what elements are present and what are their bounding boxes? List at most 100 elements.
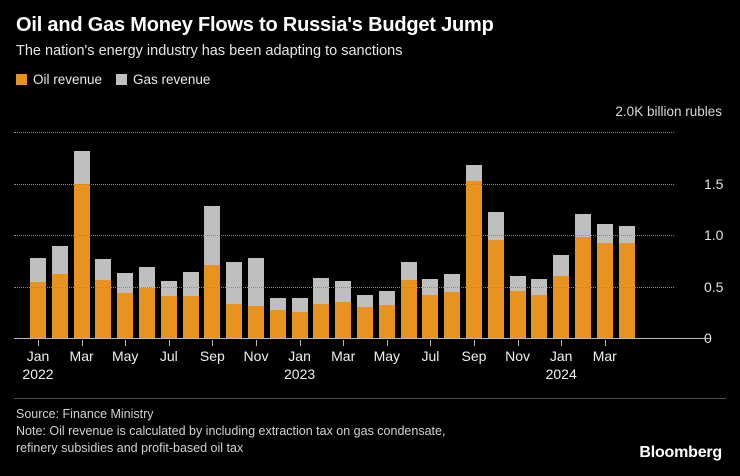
bar-segment-oil: [335, 301, 352, 338]
footer-divider: [14, 398, 726, 399]
bar-column[interactable]: [291, 297, 308, 338]
bar-segment-oil: [117, 292, 134, 338]
bar-segment-gas: [618, 225, 635, 244]
chart-legend: Oil revenue Gas revenue: [0, 60, 740, 87]
bar-column[interactable]: [226, 261, 243, 338]
y-axis-tick-label: 0: [704, 330, 712, 346]
bar-column[interactable]: [422, 279, 439, 338]
bar-column[interactable]: [553, 254, 570, 338]
bar-column[interactable]: [30, 257, 46, 338]
bar-segment-oil: [160, 295, 177, 338]
x-axis-tick: [256, 340, 257, 346]
x-axis-tick: [343, 340, 345, 346]
legend-item: Gas revenue: [116, 72, 210, 87]
x-axis-tick-label: Jan: [26, 348, 50, 364]
bar-segment-gas: [575, 214, 591, 238]
bar-column[interactable]: [95, 258, 112, 338]
bar-column[interactable]: [444, 274, 461, 338]
bar-segment-gas: [73, 150, 90, 184]
bar-column[interactable]: [73, 150, 90, 338]
bar-segment-oil: [226, 304, 243, 338]
x-axis-tick-label: Sep: [461, 348, 487, 364]
bar-segment-oil: [139, 287, 155, 338]
bar-segment-gas: [117, 273, 134, 293]
y-gridline: [14, 286, 674, 288]
bar-segment-gas: [182, 272, 199, 296]
bar-segment-oil: [73, 183, 90, 338]
bar-column[interactable]: [487, 212, 504, 338]
chart-footer: Source: Finance Ministry Note: Oil reven…: [16, 406, 576, 457]
page-subtitle: The nation's energy industry has been ad…: [16, 43, 403, 59]
bar-segment-oil: [487, 240, 504, 338]
x-axis-tick: [125, 340, 127, 346]
x-axis-tick: [561, 340, 563, 346]
bar-segment-oil: [269, 310, 286, 338]
bar-column[interactable]: [378, 290, 395, 338]
bar-segment-gas: [269, 297, 286, 311]
bar-column[interactable]: [596, 223, 613, 338]
bar-column[interactable]: [531, 279, 548, 338]
bar-column[interactable]: [509, 276, 526, 338]
bar-column[interactable]: [248, 257, 264, 338]
bloomberg-logo: Bloomberg: [639, 444, 722, 461]
bar-segment-gas: [30, 257, 46, 283]
note-text-line2: refinery subsidies and profit-based oil …: [16, 440, 244, 455]
bar-segment-gas: [291, 297, 308, 313]
x-axis-tick: [474, 340, 475, 346]
bar-column[interactable]: [182, 272, 199, 338]
x-axis-tick-label: Nov: [505, 348, 531, 364]
x-axis-tick: [168, 340, 170, 346]
bar-column[interactable]: [204, 206, 221, 338]
bar-segment-gas: [139, 266, 155, 288]
bar-segment-oil: [30, 282, 46, 338]
x-axis-year-label: 2024: [545, 366, 577, 382]
x-axis: Jan 2022 Mar May Jul Sep Nov Jan 2023 Mar May Jul Se…: [0, 340, 740, 386]
bar-column[interactable]: [335, 281, 352, 338]
y-axis-tick-label: 0.5: [704, 278, 724, 295]
x-axis-tick-label: Sep: [199, 348, 225, 364]
bar-segment-gas: [378, 290, 395, 306]
bar-segment-gas: [248, 257, 264, 307]
bar-segment-oil: [291, 312, 308, 338]
bar-segment-oil: [466, 181, 482, 338]
bar-segment-gas: [335, 281, 352, 302]
bar-segment-oil: [313, 304, 330, 338]
bar-segment-gas: [313, 278, 330, 305]
bar-segment-gas: [51, 246, 68, 275]
bar-segment-gas: [444, 274, 461, 292]
y-axis-tick-label: 1.0: [704, 227, 724, 243]
bar-segment-gas: [95, 258, 112, 281]
bar-column[interactable]: [313, 278, 330, 338]
source-text: Source: Finance Ministry: [16, 407, 154, 421]
x-axis-tick-label: Mar: [69, 348, 94, 364]
bar-column[interactable]: [357, 294, 373, 338]
bar-segment-gas: [487, 212, 504, 241]
bar-column[interactable]: [618, 225, 635, 338]
x-axis-tick-label: May: [111, 348, 139, 364]
bar-segment-oil: [596, 243, 613, 338]
bar-segment-oil: [422, 294, 439, 338]
plot-region: 1.5 1.0 0.5 0: [14, 132, 723, 346]
legend-item-label: Oil revenue: [33, 71, 103, 87]
bar-column[interactable]: [160, 281, 177, 338]
bar-segment-oil: [204, 264, 221, 338]
y-gridline: [14, 183, 674, 185]
bar-column[interactable]: [51, 246, 68, 338]
chart-area: 2.0K billion rubles 1.5 1.0 0.5 0: [0, 104, 740, 346]
bar-column[interactable]: [466, 164, 482, 338]
x-axis-tick-label: Jul: [159, 348, 178, 364]
bar-segment-gas: [160, 281, 177, 296]
bar-column[interactable]: [400, 261, 417, 338]
legend-swatch-icon: [116, 73, 128, 85]
bar-column[interactable]: [575, 214, 591, 338]
bar-segment-oil: [509, 290, 526, 338]
x-axis-tick-label: Mar: [592, 348, 617, 364]
bar-segment-oil: [618, 243, 635, 338]
x-axis-tick: [604, 340, 606, 346]
note-text-line1: Note: Oil revenue is calculated by inclu…: [16, 423, 446, 438]
x-axis-tick: [38, 340, 39, 346]
bar-column[interactable]: [117, 273, 134, 338]
bar-column[interactable]: [139, 266, 155, 338]
legend-item: Oil revenue: [16, 72, 102, 87]
bar-column[interactable]: [269, 297, 286, 338]
